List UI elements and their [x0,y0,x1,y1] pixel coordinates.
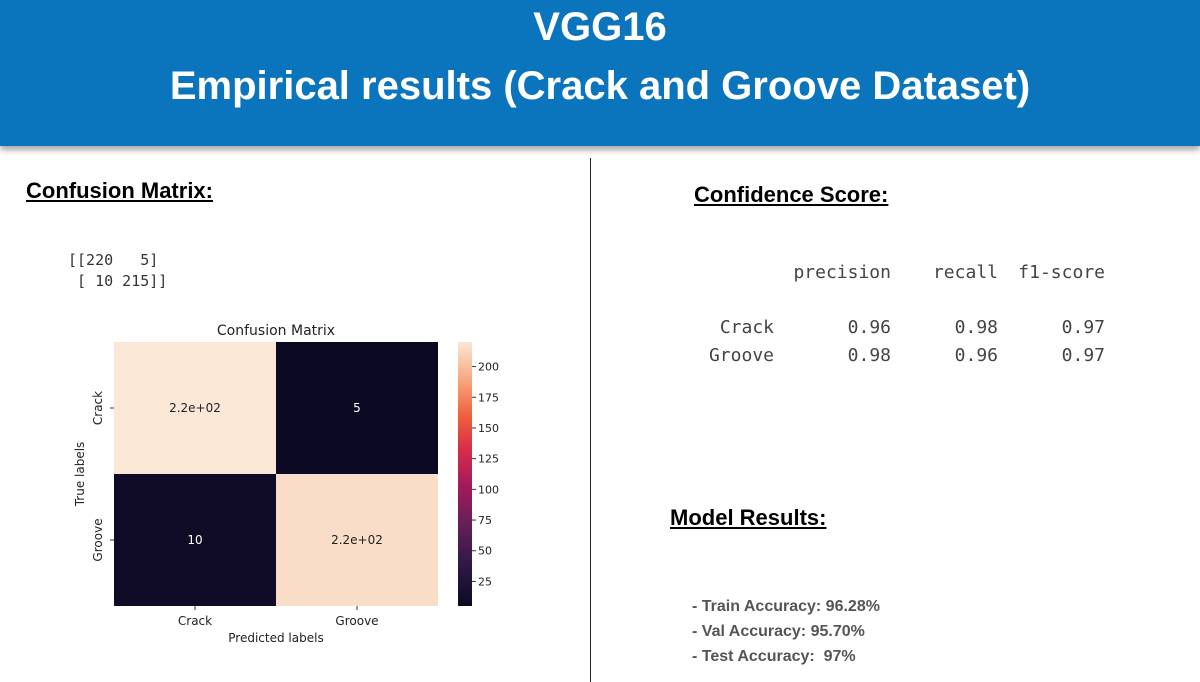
slide-header: VGG16 Empirical results (Crack and Groov… [0,0,1200,146]
colorbar [458,342,472,606]
col-header-f1: f1-score [1018,262,1105,283]
val-accuracy: - Val Accuracy: 95.70% [692,623,865,640]
confusion-matrix-heading: Confusion Matrix: [26,178,213,203]
chart-title: Confusion Matrix [217,323,335,339]
heatmap-cell [114,474,276,606]
precision-value: 0.98 [847,345,891,366]
heatmap-cell [276,342,438,474]
colorbar-tick-label: 25 [478,575,492,588]
col-header-recall: recall [932,262,998,283]
colorbar-tick-label: 50 [478,545,492,558]
test-accuracy: - Test Accuracy: 97% [692,648,856,665]
col-header-precision: precision [793,262,891,283]
raw-matrix-line: [[220 5] [68,251,159,269]
f1-value: 0.97 [1061,345,1105,366]
precision-value: 0.96 [847,317,891,338]
heatmap-cell [276,474,438,606]
heatmap-cell [114,342,276,474]
model-results-heading: Model Results: [670,505,827,530]
recall-value: 0.98 [954,317,998,338]
cell-annotation: 2.2e+02 [169,401,221,415]
colorbar-tick-label: 125 [478,453,499,466]
confidence-score-heading: Confidence Score: [694,182,889,207]
y-tick-label: Groove [91,518,105,561]
raw-confusion-matrix: [[220 5] [ 10 215]] [68,250,167,292]
row-label: Groove [708,345,774,366]
slide-title: VGG16 [533,5,667,49]
raw-matrix-line: [ 10 215]] [68,272,168,290]
colorbar-tick-label: 175 [478,391,499,404]
confusion-matrix-heatmap: Confusion Matrix 2.2e+02 5 10 2.2e+02 Crack Gr… [73,323,499,645]
recall-value: 0.96 [954,345,998,366]
y-tick-label: Crack [91,391,105,425]
train-accuracy: - Train Accuracy: 96.28% [692,598,880,615]
row-label: Crack [719,317,774,338]
colorbar-tick-label: 200 [478,361,499,374]
cell-annotation: 10 [187,533,202,547]
model-results-list: - Train Accuracy: 96.28% - Val Accuracy:… [692,594,880,669]
colorbar-tick-label: 75 [478,514,492,527]
x-tick-label: Crack [178,614,212,628]
x-axis-label: Predicted labels [228,631,323,645]
column-divider [590,158,591,682]
cell-annotation: 5 [353,401,361,415]
x-tick-label: Groove [335,614,378,628]
y-axis-label: True labels [73,442,87,508]
colorbar-tick-label: 100 [478,483,499,496]
f1-value: 0.97 [1061,317,1105,338]
cell-annotation: 2.2e+02 [331,533,383,547]
slide-subtitle: Empirical results (Crack and Groove Data… [169,64,1031,108]
colorbar-tick-label: 150 [478,422,499,435]
